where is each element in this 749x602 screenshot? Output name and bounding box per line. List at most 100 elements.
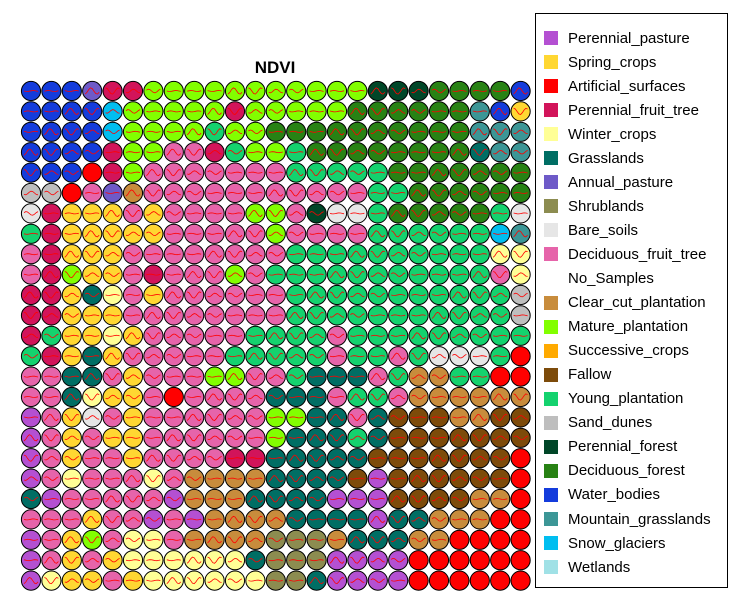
som-neuron bbox=[490, 142, 511, 163]
som-neuron bbox=[388, 509, 409, 530]
legend-swatch bbox=[544, 415, 558, 430]
neuron-circle bbox=[82, 101, 103, 122]
neuron-circle bbox=[102, 121, 123, 142]
ndvi-trace bbox=[227, 149, 243, 155]
som-neuron bbox=[245, 366, 266, 387]
ndvi-trace bbox=[513, 314, 528, 317]
neuron-circle bbox=[449, 468, 470, 489]
neuron-circle bbox=[143, 325, 164, 346]
ndvi-trace bbox=[44, 556, 59, 564]
som-neuron bbox=[265, 182, 286, 204]
neuron-circle bbox=[469, 448, 490, 469]
ndvi-trace bbox=[309, 416, 324, 419]
neuron-circle bbox=[265, 244, 286, 265]
som-neuron bbox=[143, 223, 164, 244]
som-neuron bbox=[347, 427, 368, 448]
som-neuron bbox=[306, 570, 327, 591]
som-neuron bbox=[102, 80, 123, 102]
som-neuron bbox=[449, 182, 470, 204]
som-neuron bbox=[408, 284, 429, 306]
ndvi-trace bbox=[329, 148, 345, 156]
som-neuron bbox=[20, 529, 42, 550]
neuron-circle bbox=[469, 182, 490, 204]
som-neuron bbox=[326, 448, 348, 469]
som-neuron bbox=[41, 509, 62, 530]
ndvi-trace bbox=[452, 211, 467, 216]
ndvi-trace bbox=[452, 518, 467, 521]
som-neuron bbox=[245, 448, 266, 469]
som-neuron bbox=[306, 244, 327, 265]
ndvi-trace bbox=[166, 148, 182, 156]
ndvi-trace bbox=[289, 332, 304, 340]
som-neuron bbox=[306, 529, 327, 550]
neuron-circle bbox=[20, 305, 42, 326]
neuron-circle bbox=[245, 366, 266, 387]
som-neuron bbox=[245, 509, 266, 530]
som-neuron bbox=[163, 427, 184, 448]
ndvi-trace bbox=[411, 352, 426, 360]
som-neuron bbox=[102, 101, 123, 122]
ndvi-trace bbox=[431, 396, 447, 398]
som-neuron bbox=[61, 182, 82, 204]
som-neuron bbox=[20, 509, 42, 530]
ndvi-trace bbox=[85, 477, 100, 480]
neuron-circle bbox=[143, 305, 164, 326]
som-neuron bbox=[143, 101, 164, 122]
neuron-circle bbox=[490, 550, 511, 571]
som-neuron bbox=[20, 550, 42, 571]
ndvi-trace bbox=[350, 334, 365, 337]
ndvi-trace bbox=[44, 212, 59, 215]
som-neuron bbox=[490, 305, 511, 326]
som-neuron bbox=[490, 427, 511, 448]
neuron-circle bbox=[204, 448, 225, 469]
som-neuron bbox=[367, 182, 388, 204]
neuron-circle bbox=[347, 550, 368, 571]
neuron-circle bbox=[184, 264, 205, 285]
ndvi-trace bbox=[329, 498, 345, 500]
ndvi-trace bbox=[166, 454, 181, 462]
ndvi-trace bbox=[268, 231, 283, 237]
neuron-circle bbox=[265, 366, 286, 387]
som-neuron bbox=[326, 509, 348, 530]
neuron-circle bbox=[20, 325, 42, 346]
som-neuron bbox=[163, 182, 184, 204]
legend-entry: Perennial_pasture bbox=[544, 28, 690, 48]
neuron-circle bbox=[163, 284, 184, 306]
som-neuron bbox=[428, 448, 450, 469]
som-neuron bbox=[82, 142, 103, 163]
neuron-circle bbox=[469, 121, 490, 142]
neuron-circle bbox=[449, 570, 470, 591]
som-neuron bbox=[82, 488, 103, 510]
som-neuron bbox=[41, 407, 62, 428]
ndvi-trace bbox=[431, 353, 447, 359]
neuron-circle bbox=[388, 223, 409, 244]
som-neuron bbox=[122, 386, 144, 408]
som-neuron bbox=[102, 570, 123, 591]
neuron-circle bbox=[388, 509, 409, 530]
som-neuron bbox=[102, 182, 123, 204]
som-neuron bbox=[469, 448, 490, 469]
som-neuron bbox=[184, 162, 205, 183]
neuron-circle bbox=[41, 121, 62, 142]
neuron-circle bbox=[245, 223, 266, 244]
neuron-circle bbox=[388, 366, 409, 387]
ndvi-trace bbox=[411, 88, 426, 94]
neuron-circle bbox=[20, 182, 42, 204]
ndvi-trace bbox=[288, 169, 304, 177]
ndvi-trace bbox=[248, 129, 263, 135]
ndvi-trace bbox=[513, 477, 528, 480]
som-neuron bbox=[245, 142, 266, 163]
ndvi-trace bbox=[370, 171, 385, 174]
ndvi-trace bbox=[85, 498, 100, 500]
neuron-circle bbox=[122, 223, 144, 244]
ndvi-trace bbox=[289, 353, 304, 359]
som-neuron bbox=[408, 142, 429, 163]
ndvi-trace bbox=[268, 171, 283, 174]
ndvi-trace bbox=[411, 559, 426, 562]
ndvi-trace bbox=[431, 110, 447, 113]
legend-entry: Deciduous_forest bbox=[544, 461, 685, 481]
neuron-circle bbox=[82, 366, 103, 387]
som-neuron bbox=[20, 386, 42, 408]
ndvi-trace bbox=[207, 498, 222, 500]
som-neuron bbox=[122, 284, 144, 306]
